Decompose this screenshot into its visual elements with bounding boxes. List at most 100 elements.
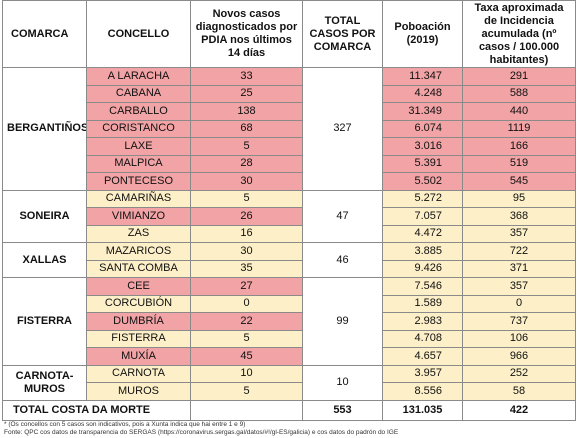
concello-cell: DUMBRÍA [86,312,191,331]
cases-cell: 30 [190,172,303,191]
table-row: XALLAS MAZARICOS 30 46 3.885 722 [2,242,576,278]
population-cell: 4.708 [382,329,463,348]
rate-cell: 166 [462,137,576,156]
cases-cell: 16 [190,224,303,243]
table-row: MUROS 5 8.556 58 [3,382,576,401]
rate-cell: 588 [462,84,576,103]
rate-cell: 0 [462,294,576,313]
population-cell: 31.349 [382,102,463,121]
population-cell: 7.057 [382,207,463,226]
rate-cell: 545 [462,172,576,191]
rate-cell: 371 [462,259,576,278]
concello-cell: MUROS [86,382,191,401]
cases-cell: 35 [190,259,303,278]
population-cell: 6.074 [382,119,463,138]
concello-cell: CARNOTA [86,364,191,383]
concello-cell: LAXE [86,137,191,156]
header-novos-casos: Novos casos diagnosticados por PDIA nos … [190,0,303,68]
rate-cell: 357 [462,224,576,243]
concello-cell: CORCUBIÓN [86,294,191,313]
concello-cell: CAMARIÑAS [86,189,191,208]
comarca-total-cell: 99 [302,277,383,366]
table-row: DUMBRÍA 22 2.983 737 [3,312,576,331]
population-cell: 5.272 [382,189,463,208]
concello-cell: ZAS [86,224,191,243]
population-cell: 4.472 [382,224,463,243]
rate-cell: 440 [462,102,576,121]
concello-cell: CARBALLO [86,102,191,121]
cases-cell: 26 [190,207,303,226]
header-comarca: COMARCA [2,0,87,68]
comarca-cell: CARNOTA-MUROS [2,364,87,401]
header-taxa: Taxa aproximada de Incidencia acumulada … [462,0,576,68]
table-row: VIMIANZO 26 7.057 368 [3,207,576,226]
comarca-cell: XALLAS [2,242,87,278]
cases-cell: 27 [190,277,303,296]
total-empty-cell [190,399,303,421]
cases-cell: 5 [190,137,303,156]
table-row: CARBALLO 138 31.349 440 [3,102,576,121]
cases-cell: 0 [190,294,303,313]
cases-cell: 138 [190,102,303,121]
cases-cell: 30 [190,242,303,261]
rate-cell: 1119 [462,119,576,138]
header-poboacion: Poboación (2019) [382,0,463,68]
cases-cell: 68 [190,119,303,138]
population-cell: 7.546 [382,277,463,296]
concello-cell: MALPICA [86,154,191,173]
cases-cell: 10 [190,364,303,383]
table-row: MUXÍA 45 4.657 966 [3,347,576,366]
comarca-total-cell: 327 [302,67,383,191]
comarca-total-cell: 10 [302,364,383,401]
population-cell: 4.657 [382,347,463,366]
rate-cell: 722 [462,242,576,261]
cases-cell: 45 [190,347,303,366]
rate-cell: 966 [462,347,576,366]
table-row: CORCUBIÓN 0 1.589 0 [3,294,576,313]
concello-cell: CEE [86,277,191,296]
rate-cell: 737 [462,312,576,331]
concello-cell: A LARACHA [86,67,191,86]
total-label: TOTAL COSTA DA MORTE [2,399,191,421]
population-cell: 8.556 [382,382,463,401]
cases-cell: 28 [190,154,303,173]
footnote-indicative: * (Os concellos con 5 casos son indicati… [4,420,246,428]
table-row: FISTERRA CEE 27 99 7.546 357 [2,277,576,366]
total-row: TOTAL COSTA DA MORTE 553 131.035 422 [2,399,576,421]
population-cell: 11.347 [382,67,463,86]
header-row: COMARCA CONCELLO Novos casos diagnostica… [2,0,576,68]
population-cell: 3.016 [382,137,463,156]
rate-cell: 106 [462,329,576,348]
rate-cell: 519 [462,154,576,173]
comarca-cell: BERGANTIÑOS [2,67,87,191]
table-row: PONTECESO 30 5.502 545 [3,172,576,191]
table-row: SANTA COMBA 35 9.426 371 [3,259,576,278]
cases-cell: 25 [190,84,303,103]
concello-cell: CORISTANCO [86,119,191,138]
cases-cell: 33 [190,67,303,86]
concello-cell: FISTERRA [86,329,191,348]
table-row: CABANA 25 4.248 588 [3,84,576,103]
concello-cell: PONTECESO [86,172,191,191]
comarca-total-cell: 46 [302,242,383,278]
population-cell: 9.426 [382,259,463,278]
rate-cell: 95 [462,189,576,208]
header-concello: CONCELLO [86,0,191,68]
concello-cell: SANTA COMBA [86,259,191,278]
rate-cell: 291 [462,67,576,86]
comarca-total-cell: 47 [302,189,383,243]
population-cell: 3.957 [382,364,463,383]
table-row: CARNOTA-MUROS CARNOTA 10 10 3.957 252 [2,364,576,401]
population-cell: 5.391 [382,154,463,173]
table-row: CORISTANCO 68 6.074 1119 [3,119,576,138]
footnote-source: Fonte: QPC cos datos de transparencia do… [4,429,399,436]
population-cell: 1.589 [382,294,463,313]
rate-cell: 357 [462,277,576,296]
total-rate: 422 [462,399,576,421]
comarca-cell: FISTERRA [2,277,87,366]
population-cell: 2.983 [382,312,463,331]
table-row: LAXE 5 3.016 166 [3,137,576,156]
rate-cell: 368 [462,207,576,226]
table-row: SONEIRA CAMARIÑAS 5 47 5.272 95 [2,189,576,243]
cases-cell: 5 [190,329,303,348]
